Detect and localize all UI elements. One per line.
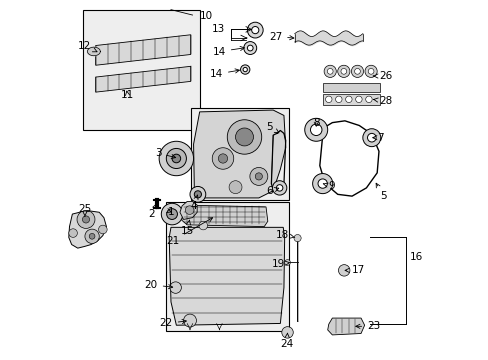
Bar: [165, 202, 289, 330]
Polygon shape: [96, 35, 190, 65]
Text: 26: 26: [372, 71, 391, 81]
Polygon shape: [87, 47, 100, 56]
Bar: [323, 94, 379, 105]
Circle shape: [317, 179, 326, 188]
Polygon shape: [96, 66, 190, 92]
Text: 5: 5: [266, 122, 278, 133]
Text: 9: 9: [323, 181, 335, 192]
Circle shape: [89, 233, 95, 239]
Circle shape: [367, 134, 375, 142]
Text: 6: 6: [265, 186, 278, 197]
Text: 16: 16: [408, 252, 422, 262]
Circle shape: [354, 68, 360, 74]
Circle shape: [190, 186, 205, 202]
Bar: [83, 10, 199, 130]
Circle shape: [335, 96, 341, 103]
Text: 19: 19: [271, 259, 289, 269]
Circle shape: [218, 154, 227, 163]
Circle shape: [235, 128, 253, 146]
Circle shape: [169, 282, 181, 293]
Circle shape: [255, 173, 262, 180]
Text: 25: 25: [78, 204, 91, 216]
Circle shape: [243, 67, 247, 72]
Text: 18: 18: [276, 230, 294, 239]
Circle shape: [324, 65, 336, 77]
Circle shape: [166, 209, 177, 220]
Circle shape: [227, 120, 261, 154]
Circle shape: [85, 229, 99, 243]
Polygon shape: [69, 211, 106, 248]
Text: 17: 17: [345, 265, 365, 275]
Circle shape: [351, 65, 363, 77]
Text: 2: 2: [148, 204, 156, 219]
Polygon shape: [193, 110, 285, 198]
Circle shape: [337, 65, 349, 77]
Circle shape: [362, 129, 380, 147]
Circle shape: [340, 68, 346, 74]
Text: 24: 24: [280, 333, 293, 349]
Polygon shape: [182, 205, 267, 226]
Circle shape: [304, 118, 327, 141]
Polygon shape: [180, 202, 197, 220]
Circle shape: [166, 148, 186, 168]
Text: 23: 23: [355, 321, 380, 331]
Text: 4: 4: [190, 195, 198, 211]
Circle shape: [69, 229, 77, 237]
Text: 27: 27: [268, 32, 293, 41]
Text: 15: 15: [180, 220, 193, 236]
Circle shape: [161, 203, 183, 225]
Circle shape: [281, 327, 293, 338]
Circle shape: [247, 22, 263, 38]
Text: 14: 14: [209, 69, 239, 79]
Text: 3: 3: [154, 148, 175, 158]
Text: 22: 22: [159, 319, 186, 328]
Bar: [190, 108, 289, 200]
Circle shape: [325, 96, 331, 103]
Circle shape: [247, 45, 253, 51]
Text: 28: 28: [373, 96, 391, 106]
Text: 14: 14: [212, 46, 244, 57]
Circle shape: [199, 221, 207, 230]
Circle shape: [99, 225, 107, 234]
Bar: [323, 83, 379, 92]
Circle shape: [310, 124, 321, 135]
Circle shape: [172, 154, 180, 163]
Circle shape: [251, 27, 258, 34]
Circle shape: [194, 191, 201, 198]
Circle shape: [364, 65, 376, 77]
Text: 13: 13: [211, 24, 224, 35]
Circle shape: [284, 260, 290, 265]
Circle shape: [312, 174, 332, 194]
Text: 12: 12: [78, 41, 97, 52]
Circle shape: [345, 96, 351, 103]
Circle shape: [326, 68, 332, 74]
Circle shape: [365, 96, 371, 103]
Text: 21: 21: [165, 218, 212, 246]
Circle shape: [293, 234, 301, 242]
Circle shape: [212, 148, 233, 169]
Circle shape: [244, 41, 256, 54]
Circle shape: [228, 181, 242, 194]
Polygon shape: [327, 318, 364, 335]
Text: 11: 11: [121, 90, 134, 100]
Circle shape: [338, 265, 349, 276]
Circle shape: [272, 181, 286, 195]
Text: 10: 10: [199, 11, 212, 21]
Circle shape: [249, 167, 267, 185]
Circle shape: [77, 211, 95, 228]
Text: 1: 1: [166, 207, 174, 217]
Text: 7: 7: [372, 133, 383, 143]
Circle shape: [367, 68, 373, 74]
Polygon shape: [169, 227, 284, 325]
Circle shape: [183, 314, 196, 327]
Text: 5: 5: [375, 183, 386, 201]
Text: 20: 20: [144, 280, 172, 290]
Circle shape: [240, 65, 249, 74]
Circle shape: [355, 96, 362, 103]
Circle shape: [276, 185, 282, 191]
Circle shape: [82, 216, 89, 223]
Circle shape: [159, 141, 193, 176]
Circle shape: [185, 206, 194, 215]
Text: 8: 8: [312, 118, 319, 128]
